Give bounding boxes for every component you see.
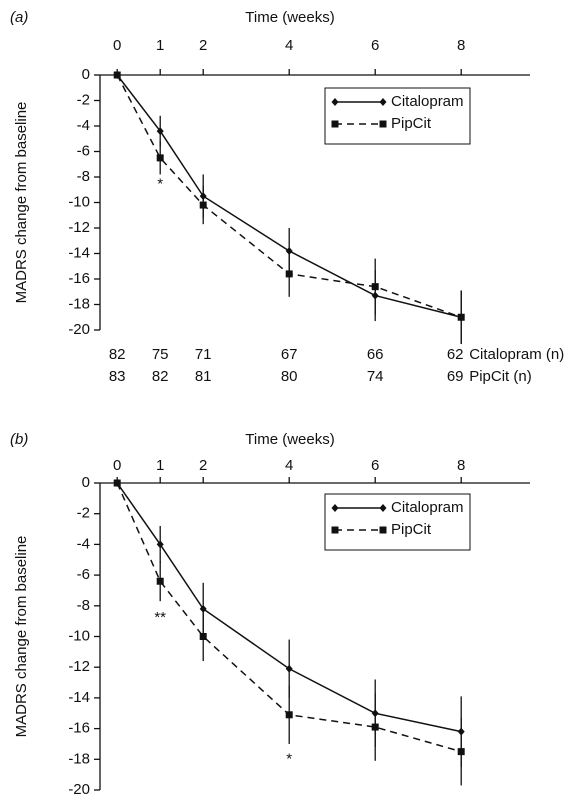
y-tick-label: -10 xyxy=(68,627,90,644)
marker xyxy=(285,664,293,673)
x-tick-label: 2 xyxy=(199,457,207,474)
marker xyxy=(199,604,207,613)
marker xyxy=(156,154,164,162)
marker xyxy=(331,526,339,534)
marker xyxy=(331,504,339,512)
legend-label: Citalopram xyxy=(391,499,464,516)
marker xyxy=(113,71,121,79)
series-line xyxy=(116,74,462,318)
x-tick-label: 1 xyxy=(156,457,164,474)
y-tick-label: -6 xyxy=(77,566,90,583)
y-tick-label: -6 xyxy=(77,142,90,159)
n-count: 80 xyxy=(281,368,298,385)
x-axis-title: Time (weeks) xyxy=(245,431,334,448)
marker xyxy=(371,723,379,731)
marker xyxy=(199,633,207,640)
marker xyxy=(379,120,387,128)
marker xyxy=(379,98,387,106)
y-tick-label: -2 xyxy=(77,505,90,522)
legend-box xyxy=(324,87,471,145)
marker xyxy=(379,504,387,512)
series-line xyxy=(116,74,462,318)
panel-label: (b) xyxy=(10,431,28,448)
y-axis-title: MADRS change from baseline xyxy=(13,102,30,304)
y-tick-label: -10 xyxy=(68,193,90,210)
n-row-label: Citalopram (n) xyxy=(469,346,564,363)
annotation: * xyxy=(286,750,292,767)
y-tick-label: -18 xyxy=(68,750,90,767)
annotation: * xyxy=(157,176,163,193)
y-tick-label: -8 xyxy=(77,168,90,185)
annotation: ** xyxy=(154,609,166,626)
marker xyxy=(371,283,379,291)
n-row-label: PipCit (n) xyxy=(469,368,532,385)
y-tick-label: -2 xyxy=(77,91,90,108)
n-count: 62 xyxy=(447,346,464,363)
y-tick-label: -20 xyxy=(68,781,90,798)
series-line xyxy=(116,482,462,733)
y-tick-label: 0 xyxy=(82,474,90,491)
n-count: 75 xyxy=(152,346,169,363)
y-tick-label: -8 xyxy=(77,597,90,614)
n-count: 81 xyxy=(195,368,212,385)
legend-label: PipCit xyxy=(391,521,432,538)
y-tick-label: -4 xyxy=(77,535,90,552)
x-tick-label: 6 xyxy=(371,37,379,54)
n-count: 71 xyxy=(195,346,212,363)
y-tick-label: -12 xyxy=(68,658,90,675)
marker xyxy=(379,526,387,534)
x-tick-label: 2 xyxy=(199,37,207,54)
marker xyxy=(156,540,164,549)
n-count: 66 xyxy=(367,346,384,363)
marker xyxy=(156,127,164,136)
marker xyxy=(156,577,164,585)
x-tick-label: 0 xyxy=(113,457,121,474)
legend-label: PipCit xyxy=(391,115,432,132)
marker xyxy=(199,201,207,209)
x-tick-label: 1 xyxy=(156,37,164,54)
marker xyxy=(285,270,293,278)
x-tick-label: 6 xyxy=(371,457,379,474)
marker xyxy=(113,479,121,487)
marker xyxy=(285,711,293,719)
n-count: 74 xyxy=(367,368,384,385)
x-tick-label: 8 xyxy=(457,37,465,54)
y-tick-label: 0 xyxy=(82,66,90,83)
x-axis-title: Time (weeks) xyxy=(245,9,334,26)
y-tick-label: -12 xyxy=(68,219,90,236)
n-count: 83 xyxy=(109,368,126,385)
x-tick-label: 4 xyxy=(285,457,293,474)
x-tick-label: 8 xyxy=(457,457,465,474)
y-tick-label: -14 xyxy=(68,244,90,261)
marker xyxy=(457,313,465,321)
y-tick-label: -16 xyxy=(68,270,90,287)
n-count: 67 xyxy=(281,346,298,363)
legend-label: Citalopram xyxy=(391,93,464,110)
n-count: 82 xyxy=(109,346,126,363)
y-tick-label: -16 xyxy=(68,720,90,737)
y-axis-title: MADRS change from baseline xyxy=(13,536,30,738)
x-tick-label: 4 xyxy=(285,37,293,54)
n-count: 82 xyxy=(152,368,169,385)
marker xyxy=(457,748,465,756)
series-line xyxy=(116,482,462,753)
y-tick-label: -4 xyxy=(77,117,90,134)
n-count: 69 xyxy=(447,368,464,385)
marker xyxy=(331,120,339,128)
marker xyxy=(331,98,339,106)
y-tick-label: -20 xyxy=(68,321,90,338)
y-tick-label: -14 xyxy=(68,689,90,706)
legend-box xyxy=(324,493,471,551)
x-tick-label: 0 xyxy=(113,37,121,54)
y-tick-label: -18 xyxy=(68,295,90,312)
panel-label: (a) xyxy=(10,9,28,26)
